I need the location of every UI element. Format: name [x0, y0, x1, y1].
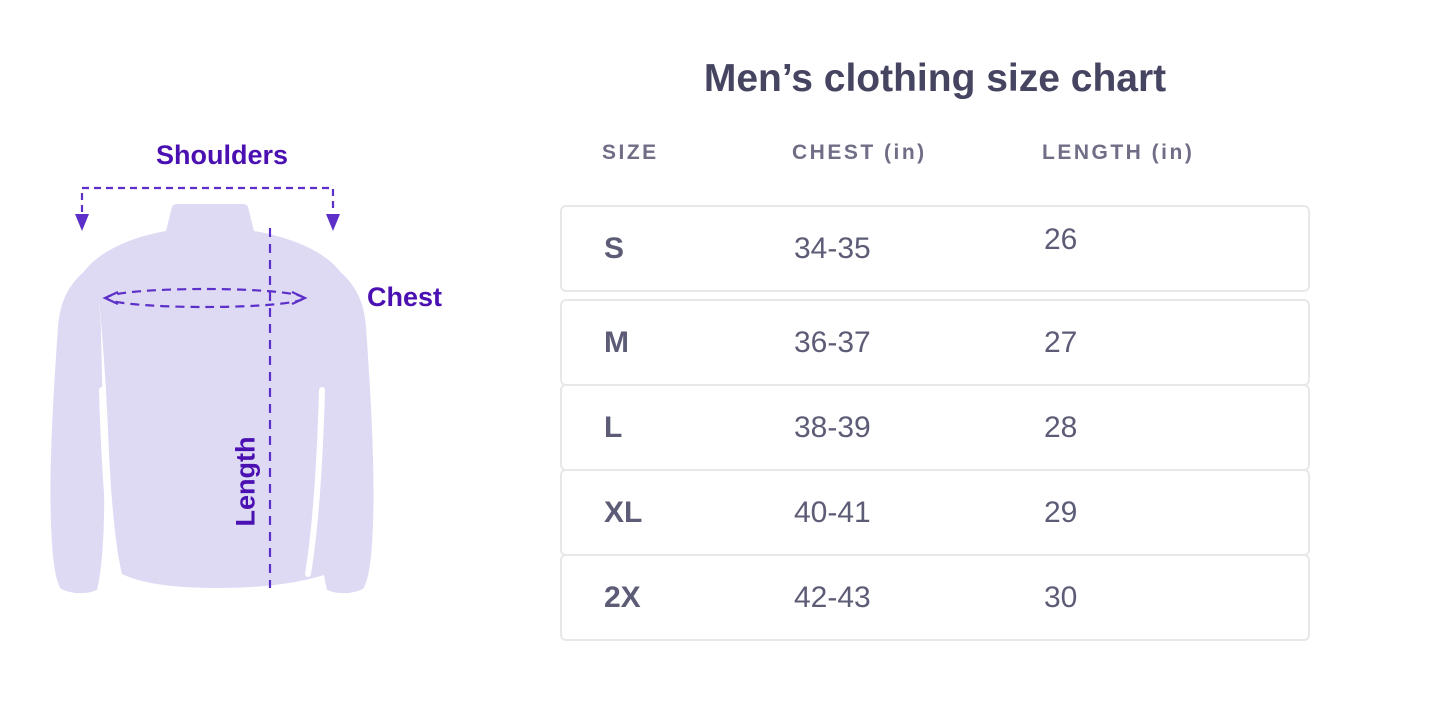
size-cell: XL: [604, 495, 643, 529]
table-row-l: L 38-39 28: [560, 384, 1310, 471]
length-cell: 28: [1044, 410, 1078, 444]
shirt-measurement-diagram: [50, 186, 374, 594]
chest-label: Chest: [367, 282, 443, 312]
shoulders-label: Shoulders: [155, 140, 289, 170]
table-header-row: SIZE CHEST (in) LENGTH (in): [560, 141, 1310, 167]
sleeve-body-gap-left: [99, 387, 119, 577]
chest-cell: 36-37: [794, 325, 871, 359]
length-label: Length: [230, 436, 261, 527]
shoulder-arrow-down-left-icon: [75, 214, 89, 231]
table-row-2x: 2X 42-43 30: [560, 554, 1310, 641]
column-header-length: LENGTH (in): [1042, 141, 1195, 164]
chest-cell: 38-39: [794, 410, 871, 444]
size-table: S 34-35 26 M 36-37 27 L 38-39 28 XL 40-4…: [560, 205, 1310, 641]
chest-arrow-left-icon: [102, 291, 119, 305]
shoulders-measure-line: [80, 186, 335, 212]
size-cell: L: [604, 410, 623, 444]
size-cell: M: [604, 325, 629, 359]
length-cell: 29: [1044, 495, 1078, 529]
shoulder-arrow-down-right-icon: [326, 214, 340, 231]
chest-arrow-right-icon: [291, 291, 308, 305]
chest-cell: 34-35: [794, 231, 871, 265]
length-cell: 27: [1044, 325, 1078, 359]
column-header-chest: CHEST (in): [792, 141, 927, 164]
size-cell: S: [604, 231, 625, 265]
size-cell: 2X: [604, 580, 641, 614]
table-row-xl: XL 40-41 29: [560, 469, 1310, 556]
shirt-body-shape: [83, 204, 347, 588]
column-header-size: SIZE: [602, 141, 659, 164]
page-title: Men’s clothing size chart: [703, 57, 1167, 100]
shirt-right-sleeve-shape: [319, 270, 374, 594]
table-row-m: M 36-37 27: [560, 299, 1310, 386]
chest-cell: 42-43: [794, 580, 871, 614]
shirt-left-sleeve-shape: [50, 270, 105, 594]
table-row-s: S 34-35 26: [560, 205, 1310, 292]
length-cell: 26: [1044, 222, 1078, 256]
sleeve-body-gap-right: [305, 387, 325, 577]
length-cell: 30: [1044, 580, 1078, 614]
chest-cell: 40-41: [794, 495, 871, 529]
